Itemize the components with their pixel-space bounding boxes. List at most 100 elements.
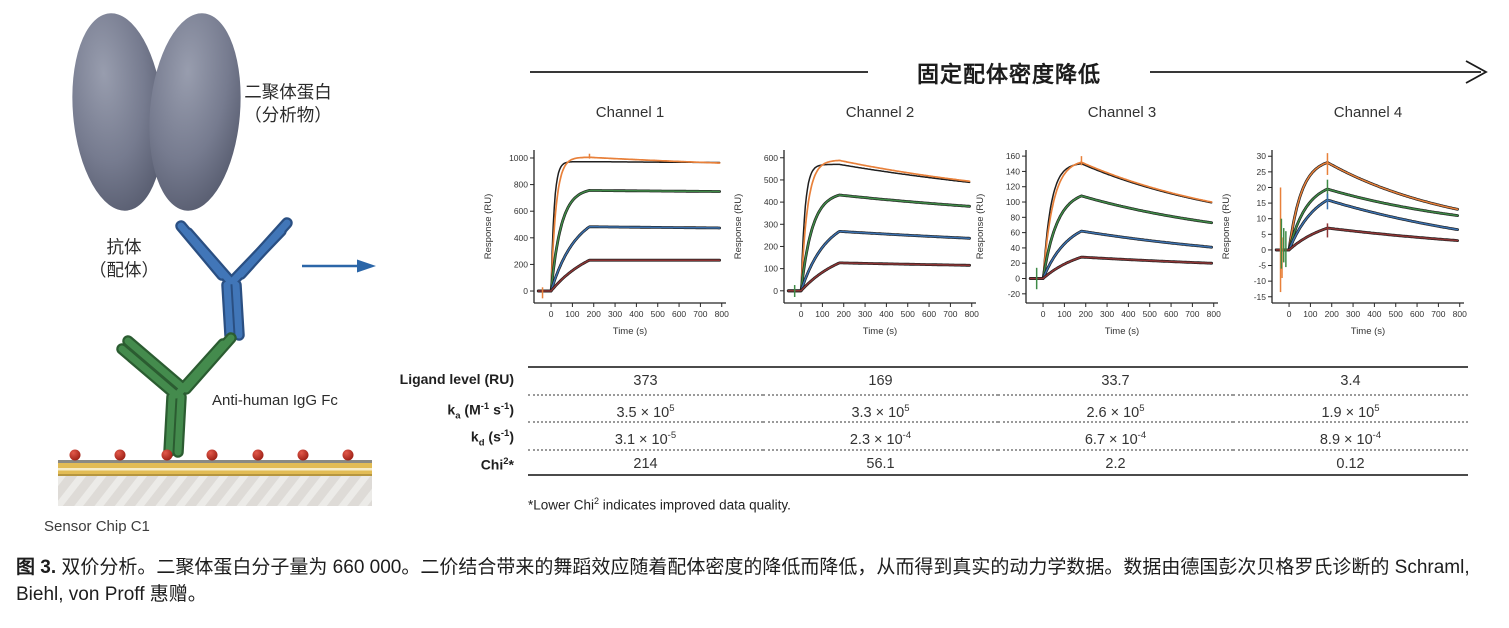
chart-block-channel-1: Channel 1 0 200 400 600 800 1000 0 100 200 300 400…	[482, 104, 734, 345]
chart-title-channel-2: Channel 2	[845, 104, 915, 121]
svg-text:600: 600	[922, 309, 936, 319]
svg-text:60: 60	[1011, 228, 1021, 238]
svg-text:500: 500	[901, 309, 915, 319]
svg-text:-5: -5	[1258, 261, 1266, 271]
dimer-protein-shape	[72, 13, 241, 211]
svg-text:40: 40	[1011, 243, 1021, 253]
svg-text:Response (RU): Response (RU)	[483, 194, 494, 259]
svg-text:20: 20	[1011, 258, 1021, 268]
svg-text:Time (s): Time (s)	[1105, 326, 1139, 337]
svg-text:300: 300	[1100, 309, 1114, 319]
svg-text:0: 0	[799, 309, 804, 319]
svg-text:400: 400	[1367, 309, 1381, 319]
svg-text:600: 600	[764, 153, 778, 163]
antibody-label-line2: （配体）	[89, 260, 159, 280]
chart-title-channel-3: Channel 3	[1087, 104, 1157, 121]
svg-text:Response (RU): Response (RU)	[733, 194, 744, 259]
svg-text:-15: -15	[1254, 292, 1267, 302]
svg-text:20: 20	[1257, 182, 1267, 192]
svg-text:100: 100	[764, 264, 778, 274]
chart-block-channel-4: Channel 4 -15 -10 -5 0 5 10 15 20 25 30 0 100 200 300…	[1220, 104, 1472, 345]
chart-title-channel-4: Channel 4	[1333, 104, 1403, 121]
table-cell: 3.3 × 105	[763, 393, 998, 422]
table-cell: 214	[528, 448, 763, 476]
table-cell: 1.9 × 105	[1233, 393, 1468, 422]
svg-text:100: 100	[1303, 309, 1317, 319]
svg-text:Time (s): Time (s)	[863, 326, 897, 337]
sensorgram-plot: -20 0 20 40 60 80 100 120 140 160 0 100 200 300 400 500…	[975, 150, 1221, 337]
svg-text:10: 10	[1257, 214, 1267, 224]
chart-channel-1: 0 200 400 600 800 1000 0 100 200 300 400 500 600 700 8…	[482, 138, 734, 345]
chart-block-channel-3: Channel 3 -20 0 20 40 60 80 100 120 140 160 0 100 20…	[974, 104, 1226, 345]
anti-igg-label: Anti-human IgG Fc	[212, 392, 338, 409]
table-cell: 3.5 × 105	[528, 393, 763, 422]
svg-text:25: 25	[1257, 167, 1267, 177]
svg-text:0: 0	[1287, 309, 1292, 319]
svg-text:400: 400	[629, 309, 643, 319]
svg-text:300: 300	[764, 219, 778, 229]
table-row-label: Chi2*	[480, 455, 514, 473]
svg-text:100: 100	[1057, 309, 1071, 319]
svg-text:80: 80	[1011, 212, 1021, 222]
svg-text:400: 400	[1121, 309, 1135, 319]
table-cell: 0.12	[1233, 448, 1468, 476]
table-cell: 169	[763, 366, 998, 394]
density-arrow-label: 固定配体密度降低	[916, 62, 1101, 87]
svg-text:600: 600	[1410, 309, 1424, 319]
svg-text:400: 400	[514, 233, 528, 243]
table-cell: 3.4	[1233, 366, 1468, 394]
svg-text:120: 120	[1006, 182, 1020, 192]
svg-text:140: 140	[1006, 166, 1020, 176]
svg-text:700: 700	[693, 309, 707, 319]
svg-text:100: 100	[565, 309, 579, 319]
svg-text:100: 100	[815, 309, 829, 319]
svg-text:800: 800	[1207, 309, 1221, 319]
table-cell: 2.3 × 10-4	[763, 421, 998, 449]
svg-text:300: 300	[608, 309, 622, 319]
table-cell: 6.7 × 10-4	[998, 421, 1233, 449]
svg-text:800: 800	[965, 309, 979, 319]
svg-text:Time (s): Time (s)	[1351, 326, 1385, 337]
svg-text:0: 0	[549, 309, 554, 319]
svg-text:200: 200	[587, 309, 601, 319]
capture-dots	[69, 449, 354, 461]
svg-text:200: 200	[837, 309, 851, 319]
svg-text:700: 700	[1431, 309, 1445, 319]
svg-text:600: 600	[672, 309, 686, 319]
table-row-label: Ligand level (RU)	[399, 371, 514, 387]
svg-text:100: 100	[1006, 197, 1020, 207]
table-cell: 3.1 × 10-5	[528, 421, 763, 449]
chart-channel-3: -20 0 20 40 60 80 100 120 140 160 0 100 200 300 400 500…	[974, 138, 1226, 345]
illustration-to-charts-arrow	[302, 259, 376, 273]
chip-surface	[58, 460, 372, 506]
svg-text:600: 600	[514, 206, 528, 216]
antibody-ligand-shape	[175, 217, 293, 341]
svg-text:0: 0	[773, 286, 778, 296]
svg-text:800: 800	[514, 180, 528, 190]
kinetics-table: Ligand level (RU) 373 169 33.7 3.4 ka (M-1 s-…	[350, 366, 1468, 476]
svg-text:15: 15	[1257, 198, 1267, 208]
figure-caption: 图 3. 双价分析。二聚体蛋白分子量为 660 000。二价结合带来的舞蹈效应随…	[16, 557, 1470, 605]
svg-text:5: 5	[1261, 229, 1266, 239]
density-arrow	[530, 60, 1488, 84]
svg-text:Response (RU): Response (RU)	[1221, 194, 1232, 259]
svg-text:-10: -10	[1254, 276, 1267, 286]
table-row-label: ka (M-1 s-1)	[447, 400, 514, 421]
chart-channel-2: 0 100 200 300 400 500 600 0 100 200 300 400 500 600 70…	[732, 138, 984, 345]
svg-text:500: 500	[1389, 309, 1403, 319]
dimer-label-line1: 二聚体蛋白	[244, 82, 332, 102]
svg-text:0: 0	[523, 286, 528, 296]
svg-text:200: 200	[514, 259, 528, 269]
anti-igg-antibody-shape	[116, 332, 237, 458]
svg-text:300: 300	[858, 309, 872, 319]
svg-text:300: 300	[1346, 309, 1360, 319]
sensorgram-plot: 0 200 400 600 800 1000 0 100 200 300 400 500 600 700 8…	[483, 150, 729, 337]
table-footnote: *Lower Chi2 indicates improved data qual…	[528, 496, 791, 513]
svg-text:0: 0	[1041, 309, 1046, 319]
dimer-label-line2: （分析物）	[244, 105, 332, 125]
antibody-label-line1: 抗体	[107, 237, 142, 257]
svg-text:30: 30	[1257, 151, 1267, 161]
svg-text:600: 600	[1164, 309, 1178, 319]
